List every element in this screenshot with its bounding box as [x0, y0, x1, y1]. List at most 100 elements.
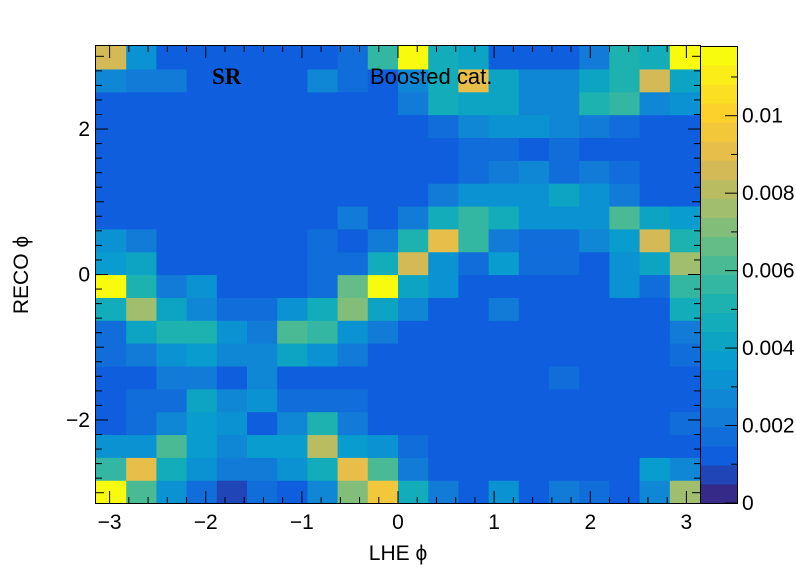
heatmap-cell	[428, 343, 459, 367]
heatmap-cell	[367, 46, 399, 70]
heatmap-cell	[307, 365, 339, 390]
annotation-sr: SR	[212, 64, 242, 89]
heatmap-cell	[488, 46, 520, 70]
heatmap-cell	[277, 274, 308, 298]
heatmap-cell	[488, 457, 520, 481]
heatmap-cell	[277, 46, 308, 70]
heatmap-cell	[247, 434, 278, 458]
heatmap-cell	[277, 114, 308, 138]
heatmap-cell	[669, 205, 701, 230]
heatmap-cell	[216, 91, 248, 116]
heatmap-cell	[428, 114, 459, 138]
heatmap-cell	[247, 343, 278, 367]
heatmap-cell	[247, 91, 278, 116]
heatmap-cell	[639, 411, 671, 436]
x-tick-label: −3	[98, 511, 122, 534]
heatmap-cell	[247, 411, 278, 436]
heatmap-cell	[156, 46, 188, 70]
x-axis-title: LHE ϕ	[369, 542, 427, 565]
heatmap-cell	[126, 274, 157, 298]
heatmap-cell	[398, 251, 429, 276]
color-scale-step	[700, 179, 737, 199]
heatmap-cell	[609, 434, 641, 458]
heatmap-cell	[549, 91, 580, 116]
heatmap-cell	[398, 91, 429, 116]
heatmap-cell	[669, 388, 701, 413]
heatmap-cell	[186, 388, 218, 413]
heatmap-cell	[337, 480, 369, 504]
heatmap-cell	[307, 457, 339, 481]
heatmap-cell	[186, 183, 218, 207]
heatmap-cell	[518, 411, 550, 436]
heatmap-cell	[186, 251, 218, 276]
heatmap-cell	[398, 411, 429, 436]
heatmap-cell	[247, 114, 278, 138]
heatmap-cell	[367, 411, 399, 436]
heatmap-cell	[186, 411, 218, 436]
color-scale-step	[700, 84, 737, 104]
color-scale-step	[700, 445, 737, 466]
heatmap-cell	[126, 160, 157, 184]
heatmap-cell	[247, 274, 278, 298]
x-tick-label: 0	[392, 511, 404, 534]
heatmap-cell	[126, 137, 157, 161]
heatmap-cell	[277, 137, 308, 161]
heatmap-cell	[398, 434, 429, 458]
heatmap-cell	[458, 434, 490, 458]
heatmap-cell	[488, 91, 520, 116]
color-scale-step	[700, 65, 737, 85]
heatmap-cell	[398, 183, 429, 207]
heatmap-cell	[579, 297, 610, 321]
heatmap-cell	[277, 68, 308, 93]
heatmap-cell	[669, 68, 701, 93]
heatmap-cell	[126, 388, 157, 413]
heatmap-cell	[458, 183, 490, 207]
heatmap-cell	[307, 274, 339, 298]
heatmap-cell	[216, 320, 248, 344]
heatmap-cell	[549, 365, 580, 390]
x-tick-label: 2	[584, 511, 596, 534]
heatmap-cell	[367, 388, 399, 413]
heatmap-cell	[488, 411, 520, 436]
heatmap-cell	[367, 274, 399, 298]
heatmap-cell	[126, 457, 157, 481]
heatmap-cell	[96, 480, 127, 504]
heatmap-cell	[549, 46, 580, 70]
heatmap-cell	[367, 434, 399, 458]
heatmap-cell	[156, 480, 188, 504]
heatmap-cell	[549, 457, 580, 481]
heatmap-cell	[488, 297, 520, 321]
heatmap-cell	[609, 480, 641, 504]
heatmap-cell	[458, 320, 490, 344]
heatmap-cell	[186, 343, 218, 367]
color-scale-step	[700, 46, 737, 66]
heatmap-cell	[639, 46, 671, 70]
heatmap-cell	[247, 183, 278, 207]
heatmap-cell	[458, 365, 490, 390]
heatmap-cell	[518, 297, 550, 321]
heatmap-cell	[277, 320, 308, 344]
heatmap-cell	[307, 46, 339, 70]
heatmap-cell	[186, 228, 218, 253]
heatmap-cell	[458, 114, 490, 138]
heatmap-cell	[549, 274, 580, 298]
heatmap-cell	[126, 114, 157, 138]
heatmap-cell	[96, 114, 127, 138]
heatmap-cell	[518, 68, 550, 93]
heatmap-cell	[126, 183, 157, 207]
heatmap-cell	[518, 228, 550, 253]
heatmap-cell	[398, 320, 429, 344]
heatmap-cell	[398, 343, 429, 367]
heatmap-cell	[96, 297, 127, 321]
heatmap-cell	[307, 434, 339, 458]
heatmap-cell	[639, 297, 671, 321]
heatmap-cell	[549, 411, 580, 436]
heatmap-cell	[96, 251, 127, 276]
heatmap-cell	[518, 251, 550, 276]
heatmap-cell	[398, 297, 429, 321]
heatmap-cell	[518, 480, 550, 504]
heatmap-cell	[277, 365, 308, 390]
color-scale-step	[700, 483, 737, 504]
heatmap-cell	[216, 457, 248, 481]
heatmap-cell	[277, 91, 308, 116]
